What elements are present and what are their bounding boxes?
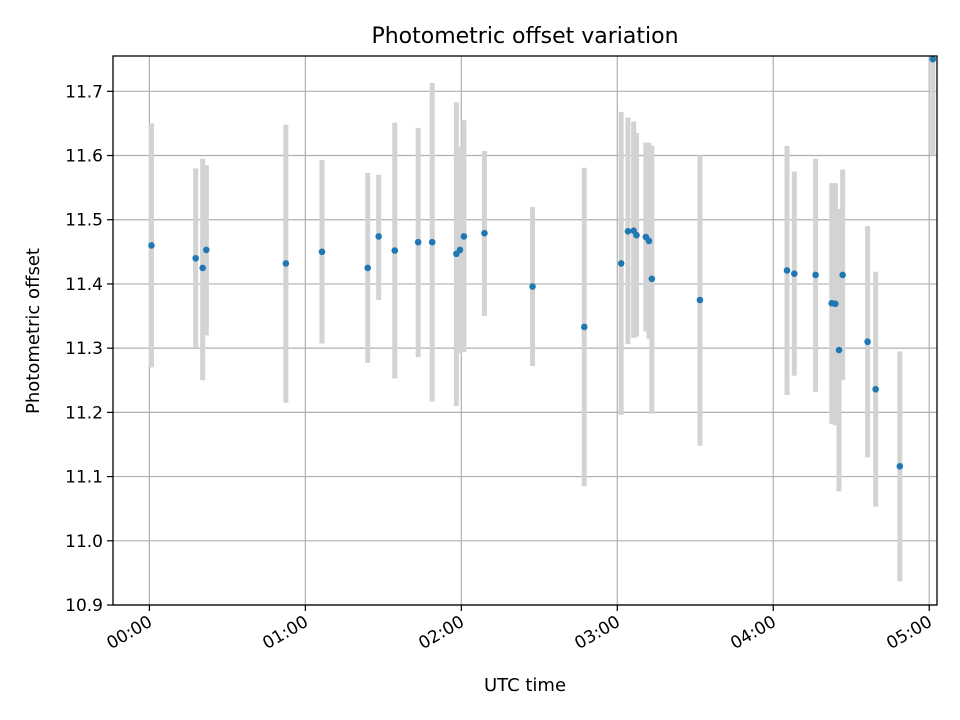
x-axis-label: UTC time	[484, 675, 566, 696]
data-point	[456, 246, 464, 254]
data-point	[896, 463, 904, 470]
data-point	[617, 260, 625, 267]
data-point	[282, 260, 290, 267]
data-point	[375, 233, 382, 240]
data-point	[199, 264, 206, 272]
y-tick-label: 11.2	[65, 403, 103, 423]
data-point	[783, 267, 791, 274]
plot-frame	[112, 55, 938, 606]
y-tick-label: 11.7	[65, 82, 103, 102]
data-point	[864, 338, 871, 346]
data-point	[481, 229, 488, 237]
data-point	[414, 238, 422, 246]
data-point	[148, 242, 155, 249]
data-point	[872, 385, 879, 393]
y-tick-label: 11.0	[65, 532, 103, 552]
data-point	[192, 254, 199, 262]
y-tick-label: 11.3	[65, 339, 103, 359]
data-point	[645, 237, 653, 245]
data-point	[696, 296, 704, 304]
data-point	[929, 55, 937, 63]
data-point	[790, 270, 798, 277]
y-tick-label: 10.9	[65, 596, 103, 616]
data-point	[529, 283, 536, 290]
y-tick-label: 11.6	[65, 147, 103, 167]
y-tick-label: 11.4	[65, 275, 103, 295]
data-point	[580, 323, 588, 331]
data-point	[839, 271, 846, 279]
data-point	[460, 233, 468, 240]
data-point	[318, 248, 326, 256]
y-axis-ticks: 10.9 11.0 11.1 11.2 11.3 11.4 11.5 11.6 11.7	[65, 82, 113, 616]
data-point	[832, 300, 839, 308]
data-point	[648, 275, 656, 283]
data-point	[203, 246, 210, 254]
data-point	[391, 247, 399, 254]
data-point	[633, 231, 640, 239]
y-tick-label: 11.1	[65, 468, 103, 488]
y-axis-label: Photometric offset	[23, 248, 44, 414]
data-points	[148, 55, 937, 470]
data-point	[624, 227, 632, 235]
y-tick-label: 11.5	[65, 211, 103, 231]
data-point	[364, 264, 372, 272]
data-point	[812, 271, 819, 279]
chart-title: Photometric offset variation	[371, 24, 678, 49]
data-point	[428, 238, 436, 246]
data-point	[835, 346, 843, 354]
